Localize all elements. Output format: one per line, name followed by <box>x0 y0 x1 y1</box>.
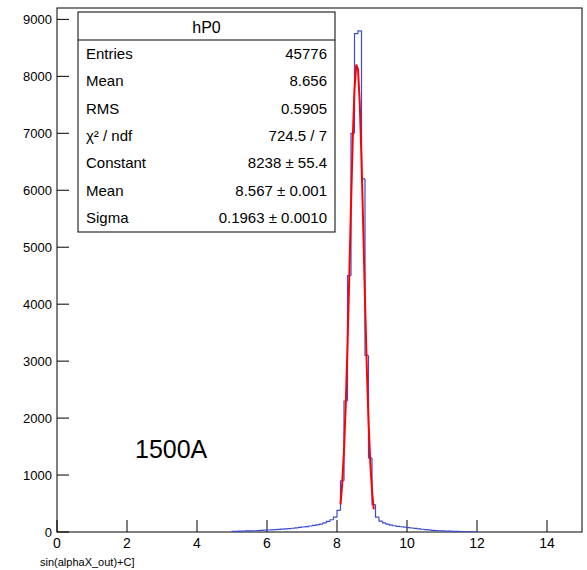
histogram-bin <box>327 521 331 522</box>
fit-curve <box>341 65 374 510</box>
histogram-bin <box>474 531 478 532</box>
y-tick-label: 4000 <box>23 297 52 312</box>
stats-divider <box>78 40 335 41</box>
y-tick-label: 3000 <box>23 354 52 369</box>
histogram-bin <box>337 510 341 517</box>
stats-label: Mean <box>86 72 124 89</box>
annotation: 1500A <box>135 435 208 463</box>
histogram-bin <box>386 523 390 524</box>
background <box>0 0 587 570</box>
x-tick-label: 2 <box>123 535 131 551</box>
stats-title: hP0 <box>192 19 221 36</box>
stats-value: 0.1963 ± 0.0010 <box>219 209 327 226</box>
y-tick <box>57 247 69 248</box>
histogram-bin <box>376 505 380 518</box>
y-tick-label: 9000 <box>23 12 52 27</box>
y-tick-label: 6000 <box>23 183 52 198</box>
x-tick-label: 0 <box>53 535 61 551</box>
chart: 0 2 4 6 8 10 12 14 0 1000 2000 3000 4000 5000 6000 7000… <box>0 0 587 570</box>
y-tick <box>57 475 69 476</box>
stats-label: RMS <box>86 100 119 117</box>
y-tick-label: 2000 <box>23 411 52 426</box>
y-tick-label: 5000 <box>23 240 52 255</box>
y-tick-label: 1000 <box>23 468 52 483</box>
y-tick-label: 0 <box>45 525 52 540</box>
y-tick <box>57 361 69 362</box>
y-tick-label: 8000 <box>23 69 52 84</box>
x-tick-label: 14 <box>539 535 555 551</box>
stats-label: Constant <box>86 154 147 171</box>
stats-label: Sigma <box>86 209 129 226</box>
histogram-bin <box>379 517 383 521</box>
y-tick <box>57 190 69 191</box>
x-tick <box>477 520 478 532</box>
histogram-bin <box>330 520 334 522</box>
x-tick <box>127 520 128 532</box>
stats-label: Mean <box>86 182 124 199</box>
y-tick <box>57 304 69 305</box>
stats-value: 45776 <box>285 45 327 62</box>
x-tick <box>57 520 58 532</box>
x-tick <box>197 520 198 532</box>
y-tick <box>57 133 69 134</box>
x-tick-label: 4 <box>193 535 201 551</box>
histogram-bin <box>334 517 338 520</box>
stats-value: 724.5 / 7 <box>269 127 327 144</box>
stats-value: 0.5905 <box>281 100 327 117</box>
x-tick <box>407 520 408 532</box>
x-tick <box>547 520 548 532</box>
caption: sin(alphaX_out)+C] <box>40 556 134 568</box>
histogram-bin <box>323 523 327 524</box>
stats-value: 8238 ± 55.4 <box>248 154 327 171</box>
stats-box <box>78 12 335 232</box>
histogram-bin <box>390 524 394 525</box>
stats-label: χ² / ndf <box>86 127 133 144</box>
stats-label: Entries <box>86 45 133 62</box>
stats-value: 8.567 ± 0.001 <box>235 182 327 199</box>
plot-frame <box>57 8 582 532</box>
x-tick-label: 6 <box>263 535 271 551</box>
y-tick <box>57 19 69 20</box>
x-tick-label: 10 <box>399 535 415 551</box>
stats-value: 8.656 <box>289 72 327 89</box>
x-tick-label: 8 <box>333 535 341 551</box>
y-tick <box>57 532 69 533</box>
histogram-bin <box>383 521 387 523</box>
x-tick <box>337 520 338 532</box>
y-tick-label: 7000 <box>23 126 52 141</box>
y-tick <box>57 418 69 419</box>
y-tick <box>57 76 69 77</box>
x-tick-label: 12 <box>469 535 485 551</box>
